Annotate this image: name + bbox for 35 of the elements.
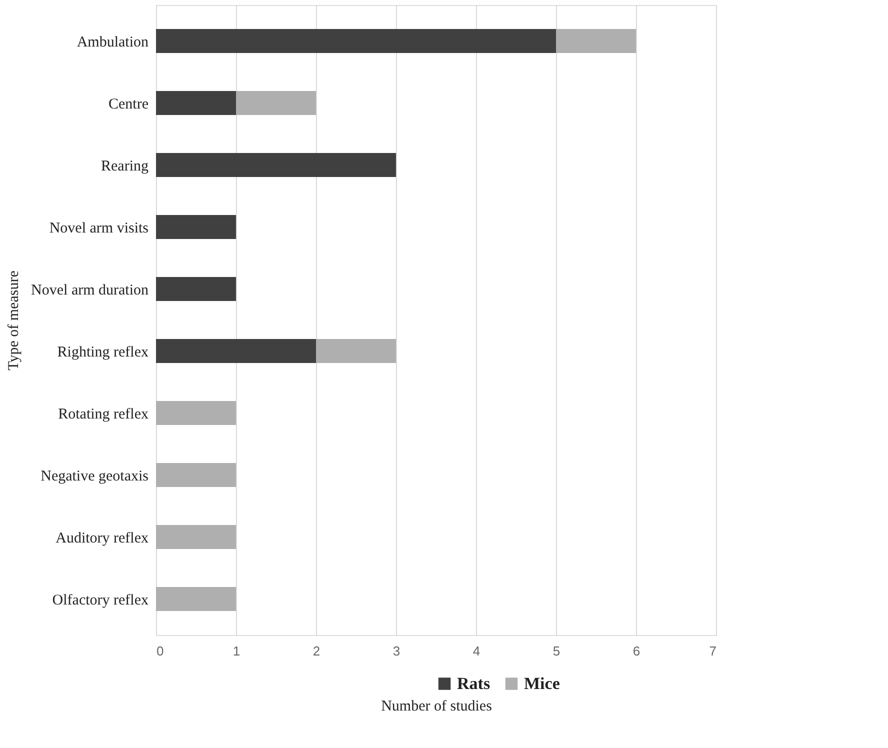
x-tick-label: 7	[709, 644, 716, 658]
bar	[156, 525, 236, 549]
legend-label: Rats	[457, 674, 490, 693]
bar	[556, 29, 636, 53]
bar	[316, 339, 396, 363]
bar	[156, 401, 236, 425]
x-tick-label: 5	[552, 644, 560, 658]
bar	[156, 463, 236, 487]
y-tick-label: Ambulation	[76, 34, 149, 50]
y-tick-label: Negative geotaxis	[40, 468, 149, 484]
bar	[236, 91, 316, 115]
x-tick-label: 6	[632, 644, 640, 658]
x-axis-title: Number of studies	[381, 698, 492, 714]
legend-label: Mice	[524, 674, 560, 693]
bar	[156, 587, 236, 611]
y-tick-label: Centre	[108, 96, 149, 112]
x-tick-label: 0	[156, 644, 164, 658]
y-tick-label: Novel arm duration	[31, 282, 149, 298]
y-tick-label: Olfactory reflex	[52, 592, 149, 608]
y-tick-label: Novel arm visits	[49, 220, 149, 236]
x-tick-label: 4	[472, 644, 480, 658]
y-tick-label: Auditory reflex	[56, 530, 149, 546]
bar	[156, 91, 236, 115]
x-tick-label: 2	[312, 644, 320, 658]
x-tick-label: 3	[392, 644, 400, 658]
bar	[156, 153, 396, 177]
bar	[156, 29, 556, 53]
y-axis-title: Type of measure	[6, 270, 22, 370]
bar	[156, 215, 236, 239]
bar	[156, 277, 236, 301]
bar	[156, 339, 316, 363]
y-tick-label: Righting reflex	[57, 344, 149, 360]
y-tick-label: Rotating reflex	[58, 406, 149, 422]
y-tick-label: Rearing	[101, 158, 149, 174]
x-tick-label: 1	[232, 644, 240, 658]
